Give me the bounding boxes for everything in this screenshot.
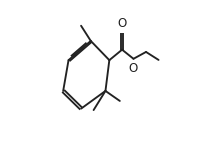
Text: O: O xyxy=(118,17,127,30)
Text: O: O xyxy=(129,62,138,75)
